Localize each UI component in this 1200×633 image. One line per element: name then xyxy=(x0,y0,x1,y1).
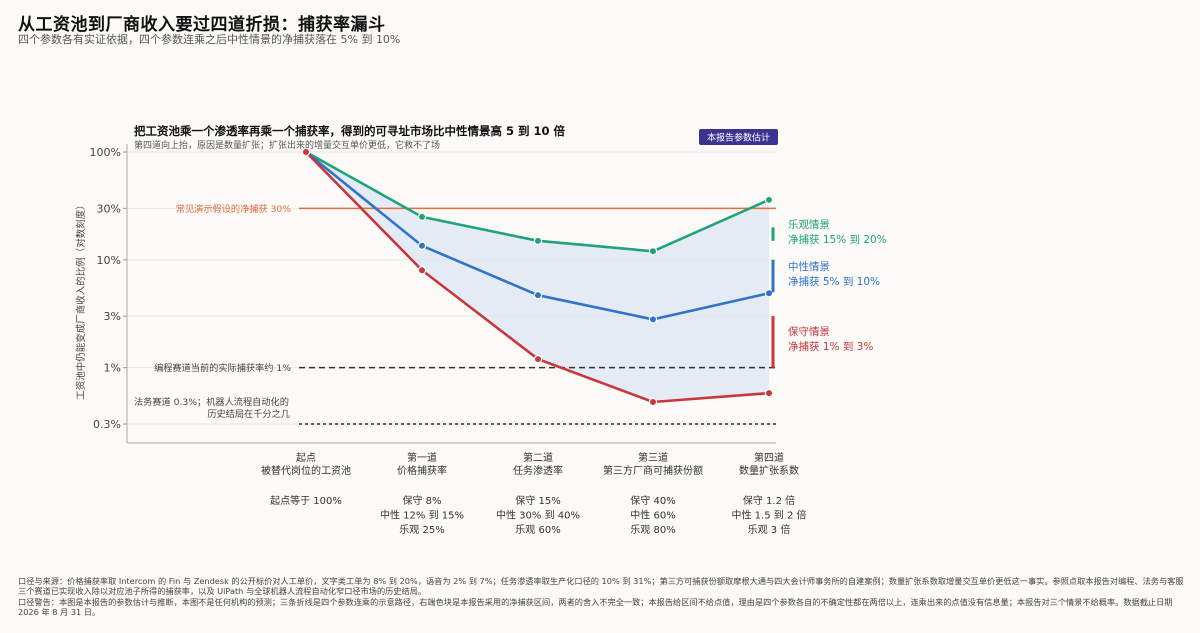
category-param: 中性 60% xyxy=(630,509,675,522)
category-param: 乐观 60% xyxy=(515,524,560,536)
series-layer xyxy=(301,147,774,407)
y-tick-label: 10% xyxy=(97,254,121,267)
y-axis-label: 工资池中仍能变成厂商收入的比例（对数刻度） xyxy=(75,200,87,400)
footer-warning: 口径警告：本图是本报告的参数估计与推断，本图不是任何机构的预测；三条折线是四个参… xyxy=(18,596,1173,618)
category-sub: 价格捕获率 xyxy=(397,464,447,477)
y-tick-label: 1% xyxy=(104,362,121,375)
reference-label: 编程赛道当前的实际捕获率约 1% xyxy=(154,362,291,374)
data-point-conservative xyxy=(417,266,427,275)
data-point-conservative xyxy=(648,397,658,407)
range-name: 中性情景 xyxy=(788,260,830,273)
category-param: 中性 1.5 到 2 倍 xyxy=(732,509,807,522)
reference-label: 法务赛道 0.3%；机器人流程自动化的 xyxy=(134,396,289,408)
chart-title: 把工资池乘一个渗透率再乘一个捕获率，得到的可寻址市场比中性情景高 5 到 10 … xyxy=(134,124,566,138)
category-sub: 第三方厂商可捕获份额 xyxy=(603,464,703,477)
category-param: 保守 15% xyxy=(515,494,560,507)
footer-source: 口径与来源：价格捕获率取 Intercom 的 Fin 与 Zendesk 的公… xyxy=(18,576,1184,597)
category-param: 保守 8% xyxy=(402,494,441,507)
category-sub: 被替代岗位的工资池 xyxy=(261,464,351,477)
y-tick-label: 30% xyxy=(97,202,121,215)
category-param: 保守 40% xyxy=(630,494,675,507)
range-name: 乐观情景 xyxy=(788,218,830,231)
category-param: 乐观 25% xyxy=(399,524,444,536)
axis-layer: 100% 30% 10% 3% 1% 0.3% xyxy=(90,144,776,444)
scenario-band xyxy=(306,152,769,402)
data-point-optimistic xyxy=(648,247,658,256)
category-sub: 任务渗透率 xyxy=(513,464,563,477)
reference-label: 常见演示假设的净捕获 30% xyxy=(176,203,291,215)
category-param: 乐观 3 倍 xyxy=(748,523,791,536)
chart-subtitle: 第四道向上抬，原因是数量扩张；扩张出来的增量交互单价更低，它救不了场 xyxy=(134,139,440,151)
data-point-conservative xyxy=(533,354,543,364)
category-name: 第一道 xyxy=(407,451,437,464)
data-point-conservative xyxy=(301,147,311,157)
category-name: 第三道 xyxy=(638,451,668,464)
data-point-neutral xyxy=(417,241,427,250)
category-param: 保守 1.2 倍 xyxy=(743,494,795,507)
range-text: 净捕获 1% 到 3% xyxy=(788,340,873,353)
range-text: 净捕获 5% 到 10% xyxy=(788,275,880,288)
reference-layer: 常见演示假设的净捕获 30% 编程赛道当前的实际捕获率约 1% 法务赛道 0.3%；… xyxy=(134,203,776,425)
category-name: 起点 xyxy=(296,452,316,464)
category-param: 中性 30% 到 40% xyxy=(496,509,580,522)
range-text: 净捕获 15% 到 20% xyxy=(788,233,887,246)
category-param: 起点等于 100% xyxy=(270,494,342,507)
category-param: 中性 12% 到 15% xyxy=(380,509,464,522)
range-name: 保守情景 xyxy=(788,325,830,338)
data-point-conservative xyxy=(764,388,774,398)
data-point-optimistic xyxy=(764,195,774,205)
category-name: 第四道 xyxy=(754,451,784,464)
data-point-optimistic xyxy=(417,212,427,222)
y-tick-label: 3% xyxy=(104,310,121,323)
y-tick-label: 0.3% xyxy=(93,418,121,431)
data-point-neutral xyxy=(533,290,543,300)
page-subtitle: 四个参数各有实证依据，四个参数连乘之后中性情景的净捕获落在 5% 到 10% xyxy=(18,33,401,46)
estimate-badge-bg xyxy=(699,129,778,145)
band-layer xyxy=(306,152,769,402)
category-param: 乐观 80% xyxy=(630,524,675,536)
data-point-optimistic xyxy=(533,236,543,246)
data-point-neutral xyxy=(648,315,658,324)
data-point-neutral xyxy=(764,289,774,298)
category-name: 第二道 xyxy=(523,451,553,464)
y-tick-label: 100% xyxy=(90,146,121,159)
reference-label: 历史结局在千分之几 xyxy=(207,408,290,420)
estimate-badge: 本报告参数估计 xyxy=(707,132,770,144)
page-title: 从工资池到厂商收入要过四道折损：捕获率漏斗 xyxy=(18,15,386,35)
footer: 口径与来源：价格捕获率取 Intercom 的 Fin 与 Zendesk 的公… xyxy=(18,576,1186,618)
category-sub: 数量扩张系数 xyxy=(739,464,799,477)
